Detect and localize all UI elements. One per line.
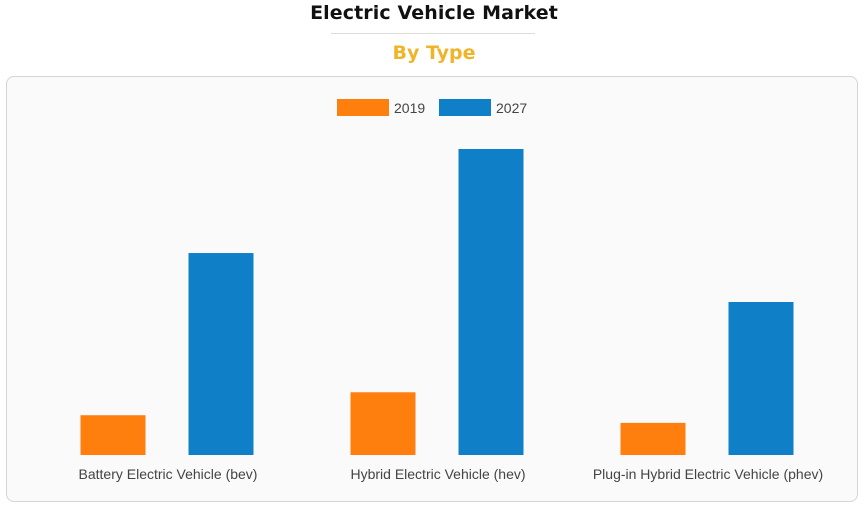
legend-label-2027: 2027 <box>496 100 527 116</box>
bar-2019-0[interactable] <box>80 415 146 455</box>
chart-card: 2019 2027 Battery Electric Vehicle (bev) Hy… <box>6 76 858 502</box>
bar-chart: 2019 2027 Battery Electric Vehicle (bev) Hy… <box>79 99 823 482</box>
title-divider <box>331 33 535 34</box>
page-subtitle: By Type <box>392 42 476 64</box>
legend-swatch-2019[interactable] <box>337 99 389 116</box>
legend-label-2019: 2019 <box>394 100 425 116</box>
bar-2027-1[interactable] <box>458 149 524 455</box>
legend-swatch-2027[interactable] <box>439 99 491 116</box>
category-label-2: Plug-in Hybrid Electric Vehicle (phev) <box>593 466 823 482</box>
bar-2019-2[interactable] <box>620 422 686 455</box>
bar-2019-1[interactable] <box>350 392 416 455</box>
bar-2027-2[interactable] <box>728 302 794 455</box>
category-label-1: Hybrid Electric Vehicle (hev) <box>350 466 525 482</box>
bar-2027-0[interactable] <box>188 253 254 455</box>
category-label-0: Battery Electric Vehicle (bev) <box>79 466 258 482</box>
page-title: Electric Vehicle Market <box>310 2 558 24</box>
